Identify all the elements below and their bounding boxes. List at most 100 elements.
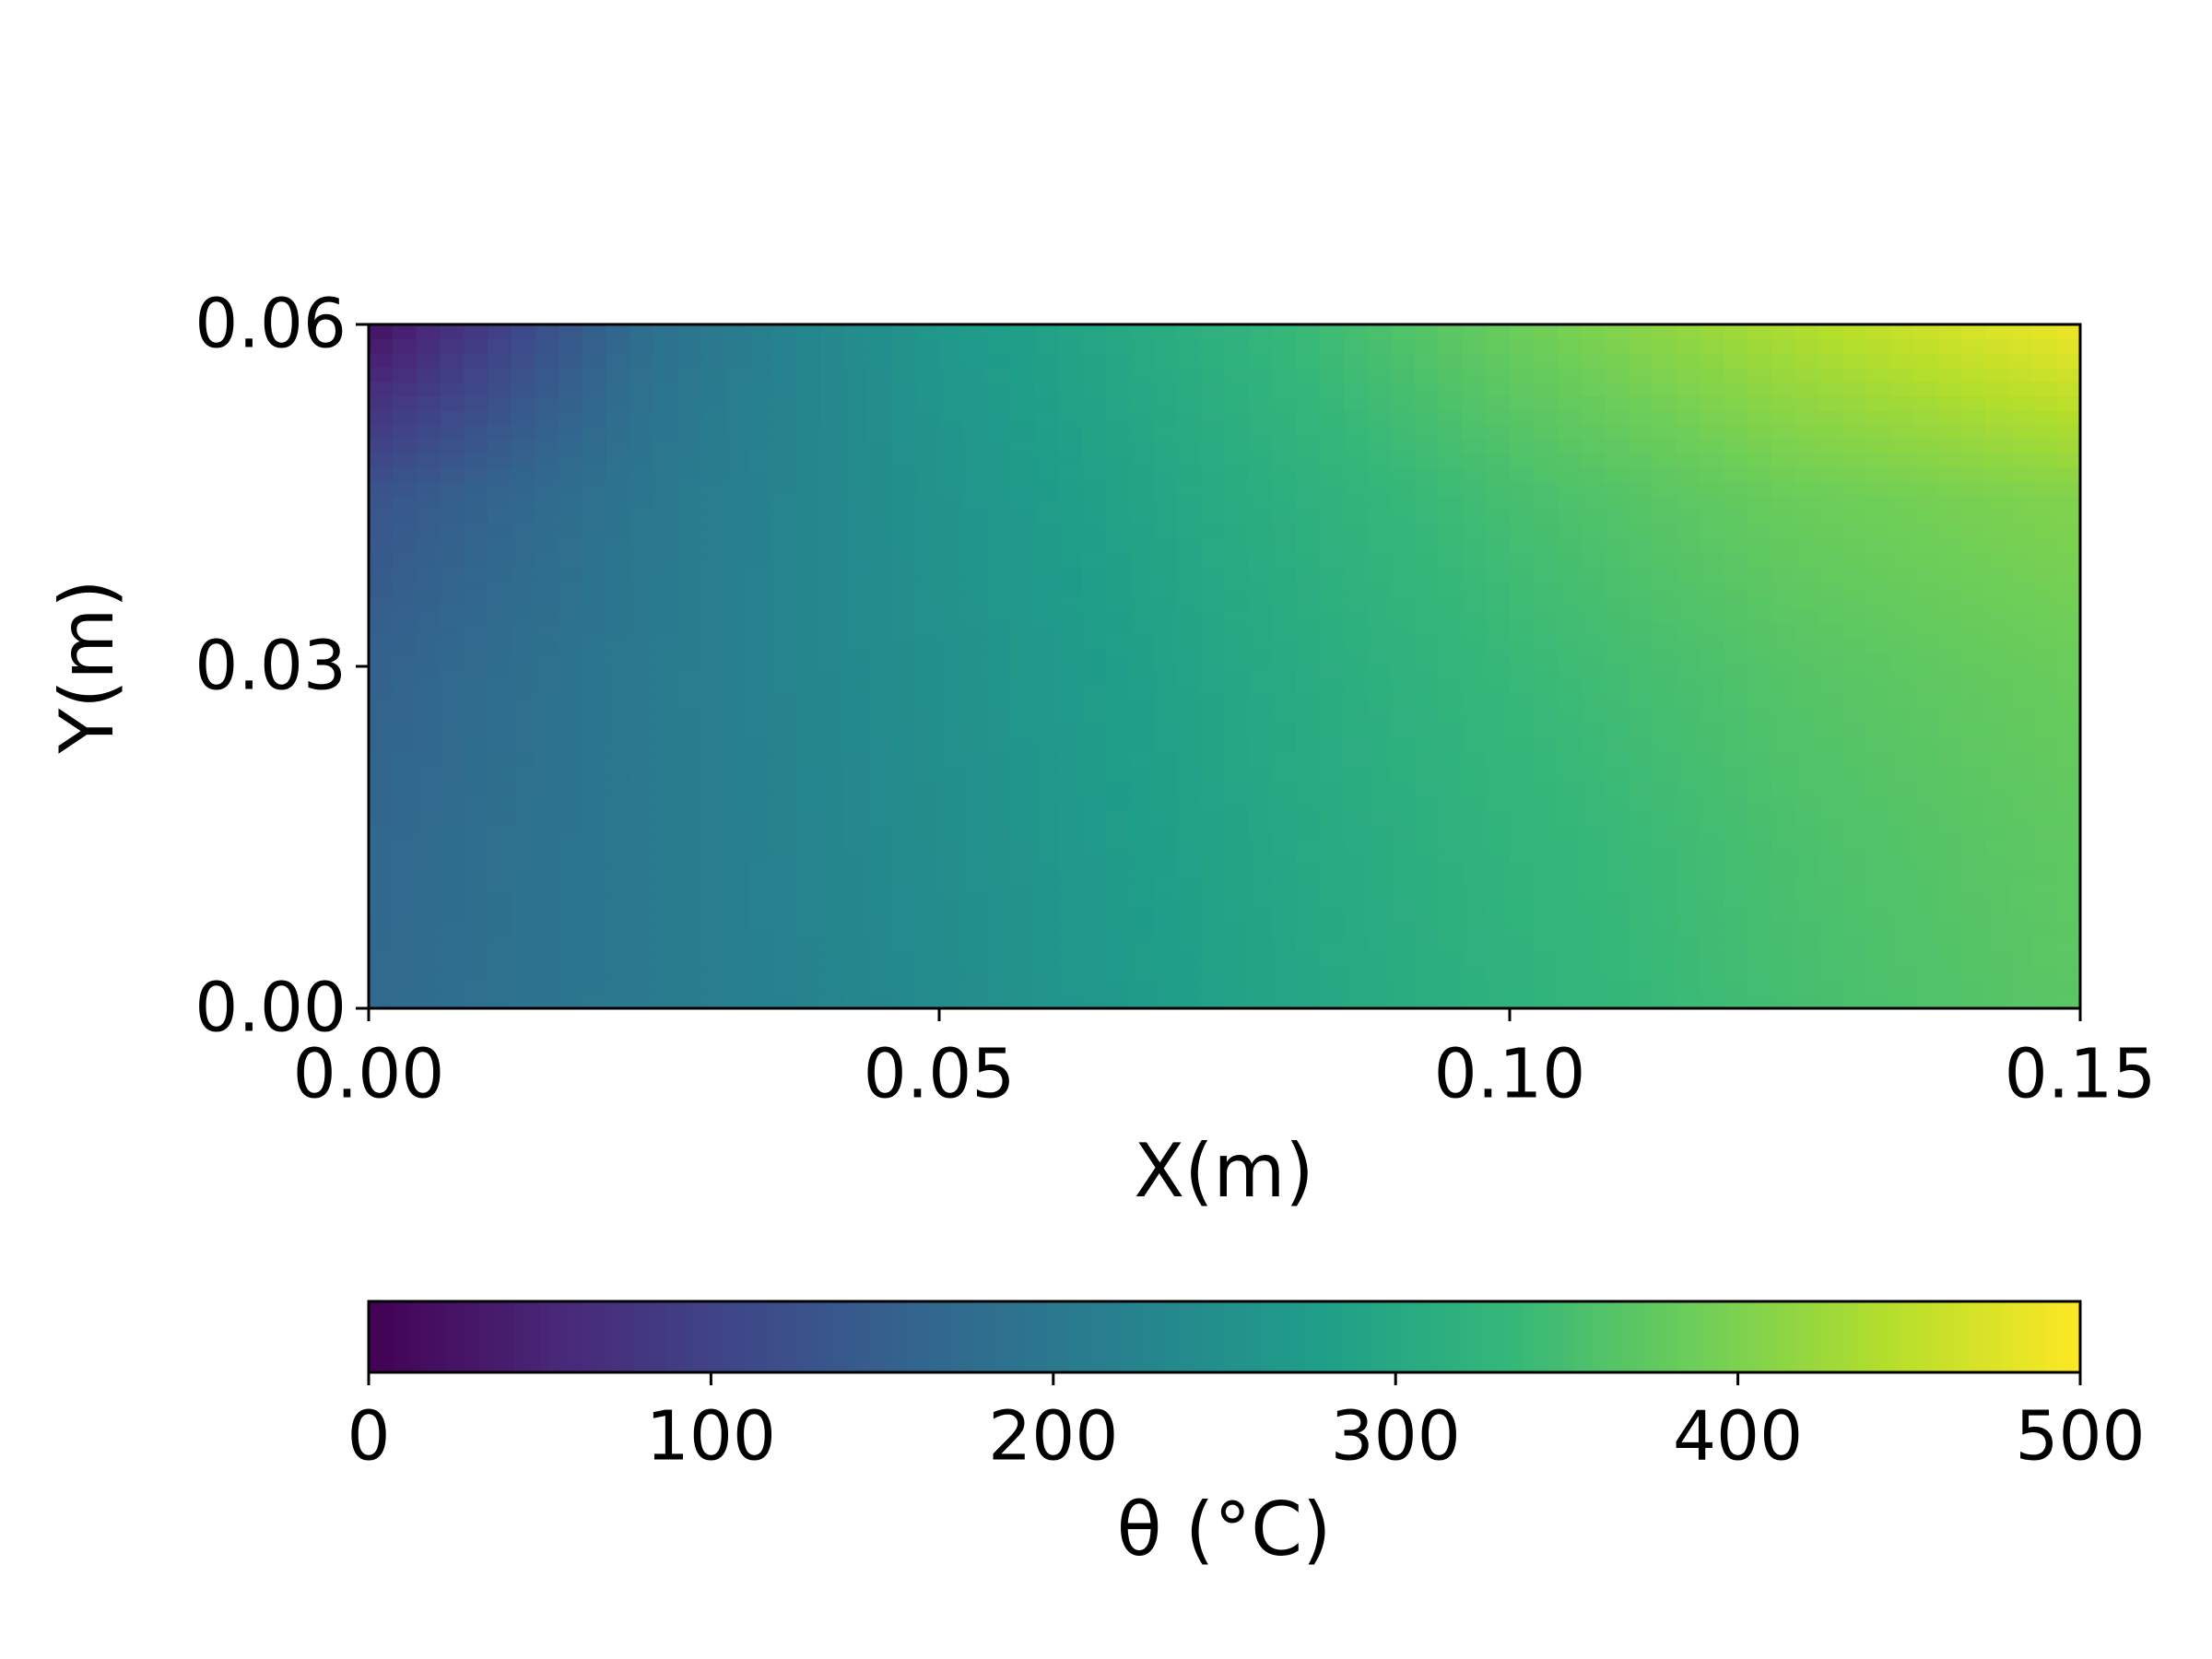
heat-cell	[820, 837, 845, 853]
heat-cell	[1937, 609, 1962, 625]
heat-cell	[2008, 409, 2034, 426]
heat-cell	[1747, 908, 1772, 924]
heat-cell	[843, 352, 869, 369]
heat-cell	[2056, 594, 2081, 610]
heat-cell	[369, 481, 394, 497]
heat-cell	[1652, 524, 1677, 539]
heat-cell	[440, 638, 465, 653]
colorbar-step	[617, 1301, 627, 1372]
heat-cell	[1319, 794, 1345, 810]
heat-cell	[1700, 367, 1724, 382]
heat-cell	[1652, 338, 1677, 354]
heat-cell	[1224, 652, 1250, 667]
heat-cell	[464, 324, 488, 340]
heat-cell	[1818, 823, 1843, 839]
heat-cell	[915, 737, 940, 753]
heat-cell	[653, 581, 679, 596]
heat-cell	[796, 438, 821, 453]
heat-cell	[1057, 424, 1083, 440]
heat-cell	[1676, 495, 1701, 511]
heat-cell	[392, 352, 418, 369]
heat-cell	[511, 837, 536, 853]
heat-cell	[843, 509, 869, 525]
heat-cell	[939, 709, 964, 724]
heat-cell	[1176, 438, 1202, 453]
heat-cell	[1961, 395, 1986, 411]
heat-cell	[1295, 851, 1321, 867]
heat-cell	[1319, 537, 1345, 554]
heat-cell	[1057, 367, 1083, 382]
heat-cell	[1510, 994, 1535, 1009]
heat-cell	[1057, 594, 1083, 610]
heat-cell	[772, 594, 798, 610]
heat-cell	[748, 908, 774, 924]
heat-cell	[1200, 823, 1226, 839]
heat-cell	[1557, 367, 1583, 382]
heat-cell	[1081, 623, 1107, 639]
heat-cell	[748, 352, 774, 369]
heat-cell	[748, 965, 774, 981]
heat-cell	[1343, 381, 1369, 397]
heat-cell	[2056, 537, 2081, 554]
heat-cell	[416, 609, 441, 625]
heat-cell	[1224, 923, 1250, 938]
heat-cell	[843, 709, 869, 724]
heat-cell	[629, 980, 655, 995]
heat-cell	[701, 894, 726, 910]
heat-cell	[1438, 766, 1464, 782]
heat-cell	[962, 495, 988, 511]
heat-cell	[1510, 865, 1535, 881]
heat-cell	[1081, 994, 1107, 1009]
heat-cell	[1889, 965, 1915, 981]
heat-cell	[1533, 367, 1559, 382]
heat-cell	[1176, 851, 1202, 867]
heat-cell	[1913, 879, 1939, 896]
colorbar-step	[1951, 1301, 1961, 1372]
heat-cell	[1153, 623, 1178, 639]
heat-cell	[1984, 381, 2010, 397]
heat-cell	[1676, 509, 1701, 525]
heat-cell	[487, 594, 512, 610]
heat-cell	[1319, 652, 1345, 667]
heat-cell	[772, 723, 798, 739]
heat-cell	[1343, 994, 1369, 1009]
heat-cell	[1581, 524, 1606, 539]
heat-cell	[1510, 495, 1535, 511]
heat-cell	[1984, 537, 2010, 554]
heat-cell	[1984, 623, 2010, 639]
heat-cell	[724, 951, 750, 967]
heat-cell	[559, 652, 583, 667]
heat-cell	[1200, 381, 1226, 397]
colorbar-step	[813, 1301, 823, 1372]
heat-cell	[867, 381, 893, 397]
colorbar-step	[1541, 1301, 1551, 1372]
colorbar-step	[651, 1301, 661, 1372]
heat-cell	[1724, 438, 1748, 453]
heat-cell	[2032, 751, 2058, 768]
heat-cell	[1462, 794, 1488, 810]
heat-cell	[582, 894, 607, 910]
heat-cell	[724, 552, 750, 568]
heat-cell	[724, 923, 750, 938]
heat-cell	[677, 851, 702, 867]
heat-cell	[1438, 780, 1464, 795]
heat-cell	[2032, 908, 2058, 924]
heat-cell	[962, 453, 988, 468]
colorbar-step	[1909, 1301, 1919, 1372]
heat-cell	[1272, 737, 1297, 753]
heat-cell	[2008, 652, 2034, 667]
heat-cell	[653, 324, 679, 340]
heat-cell	[843, 609, 869, 625]
heat-cell	[1628, 623, 1653, 639]
heat-cell	[748, 879, 774, 896]
heat-cell	[867, 537, 893, 554]
heat-cell	[1794, 424, 1820, 440]
heat-cell	[772, 951, 798, 967]
heat-cell	[1557, 709, 1583, 724]
heat-cell	[1581, 395, 1606, 411]
heat-cell	[1010, 652, 1035, 667]
heat-cell	[1295, 823, 1321, 839]
heat-cell	[962, 566, 988, 582]
heat-cell	[1010, 951, 1035, 967]
heat-cell	[392, 324, 418, 340]
